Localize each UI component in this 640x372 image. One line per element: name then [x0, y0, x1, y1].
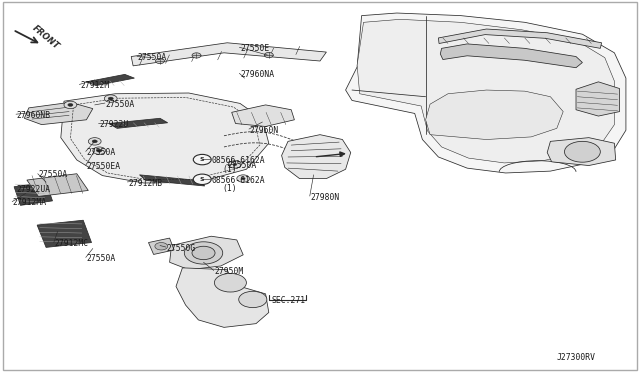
Circle shape	[193, 174, 211, 185]
Polygon shape	[27, 174, 88, 196]
Circle shape	[97, 149, 102, 152]
Text: 27960N: 27960N	[250, 126, 279, 135]
Text: (1): (1)	[222, 165, 237, 174]
Polygon shape	[440, 44, 582, 68]
Text: 27912MA: 27912MA	[13, 198, 47, 207]
Text: 27550A: 27550A	[86, 148, 116, 157]
Text: 27550A: 27550A	[106, 100, 135, 109]
Circle shape	[88, 138, 101, 145]
Text: 27912MB: 27912MB	[128, 179, 162, 187]
Circle shape	[192, 53, 201, 58]
Polygon shape	[232, 105, 294, 126]
Text: 27550A: 27550A	[227, 161, 257, 170]
Text: 27922UA: 27922UA	[16, 185, 50, 194]
Circle shape	[92, 140, 97, 143]
Circle shape	[104, 95, 117, 102]
Circle shape	[155, 243, 168, 250]
Circle shape	[564, 141, 600, 162]
Text: 27950M: 27950M	[214, 267, 244, 276]
Polygon shape	[37, 220, 92, 247]
Text: SEC.271: SEC.271	[272, 296, 306, 305]
Polygon shape	[86, 74, 134, 86]
Text: 27912M: 27912M	[80, 81, 109, 90]
Polygon shape	[109, 118, 168, 128]
Polygon shape	[14, 182, 52, 205]
Text: 27960NA: 27960NA	[240, 70, 274, 79]
Polygon shape	[346, 13, 626, 173]
Circle shape	[192, 246, 215, 260]
Text: FRONT: FRONT	[31, 23, 61, 51]
Polygon shape	[357, 19, 614, 163]
Circle shape	[241, 177, 245, 180]
Circle shape	[228, 161, 241, 168]
Circle shape	[93, 147, 106, 154]
Text: S: S	[200, 177, 205, 182]
Polygon shape	[140, 175, 205, 186]
Polygon shape	[148, 238, 174, 254]
Polygon shape	[24, 102, 93, 125]
Polygon shape	[576, 82, 620, 116]
Circle shape	[239, 291, 267, 308]
Polygon shape	[547, 138, 616, 166]
Text: J27300RV: J27300RV	[557, 353, 596, 362]
Polygon shape	[282, 135, 351, 179]
Text: 27550A: 27550A	[138, 53, 167, 62]
Circle shape	[214, 273, 246, 292]
Polygon shape	[61, 93, 269, 183]
Text: 27550EA: 27550EA	[86, 162, 120, 171]
Text: 27550A: 27550A	[38, 170, 68, 179]
Circle shape	[193, 154, 211, 165]
Text: 08566-6162A: 08566-6162A	[211, 176, 265, 185]
Text: 27922U: 27922U	[99, 120, 129, 129]
Circle shape	[108, 97, 113, 100]
Text: 27550G: 27550G	[166, 244, 196, 253]
Text: 27550A: 27550A	[86, 254, 116, 263]
Polygon shape	[176, 268, 269, 327]
Circle shape	[64, 101, 77, 109]
Circle shape	[156, 58, 164, 64]
Circle shape	[184, 242, 223, 264]
Polygon shape	[170, 236, 243, 270]
Polygon shape	[131, 43, 326, 66]
Text: 27912MC: 27912MC	[54, 239, 88, 248]
Text: (1): (1)	[222, 184, 237, 193]
Text: 27980N: 27980N	[310, 193, 340, 202]
Text: S: S	[200, 157, 205, 162]
Circle shape	[68, 103, 73, 106]
Circle shape	[264, 52, 273, 58]
Text: 27550E: 27550E	[240, 44, 269, 53]
Polygon shape	[438, 29, 602, 48]
Circle shape	[237, 175, 250, 182]
Circle shape	[233, 163, 237, 166]
Polygon shape	[426, 90, 563, 140]
Text: 27960NB: 27960NB	[16, 111, 50, 120]
Text: 08566-6162A: 08566-6162A	[211, 156, 265, 165]
